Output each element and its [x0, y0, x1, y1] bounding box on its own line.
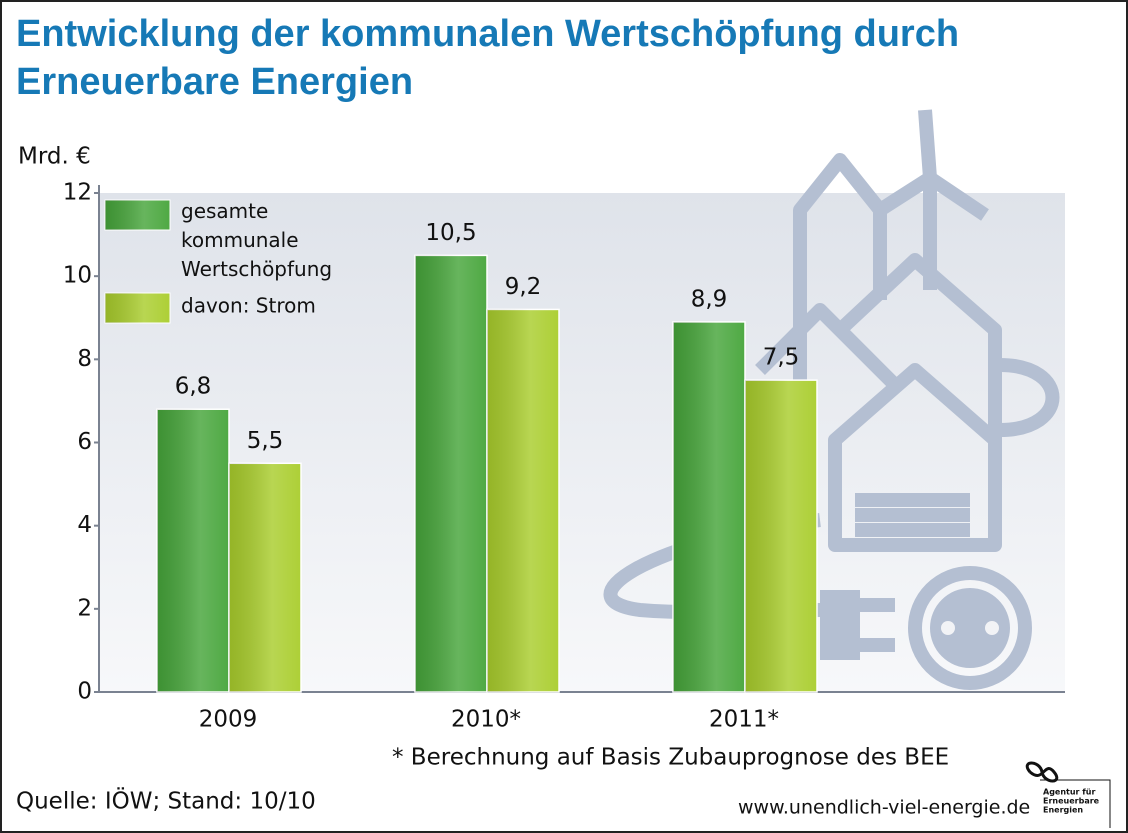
bar-shine: [415, 255, 487, 692]
y-tick-label: 12: [63, 180, 92, 206]
y-tick-label: 8: [77, 346, 92, 372]
bar-shine: [229, 463, 301, 692]
logo-text: Erneuerbare: [1043, 797, 1100, 806]
logo-text: Energien: [1043, 806, 1083, 815]
bar-shine: [673, 321, 745, 692]
logo-text: Agentur für: [1043, 788, 1095, 797]
value-label: 7,5: [763, 345, 800, 371]
logo: [1025, 761, 1111, 828]
value-label: 5,5: [247, 428, 284, 454]
y-unit: Mrd. €: [18, 144, 91, 170]
source: Quelle: IÖW; Stand: 10/10: [16, 787, 316, 815]
bar-shine: [745, 380, 817, 692]
y-tick-label: 0: [77, 679, 92, 705]
legend-label: davon: Strom: [181, 294, 316, 318]
y-tick-label: 4: [77, 512, 92, 538]
value-label: 10,5: [425, 220, 476, 246]
x-tick-label: 2011*: [709, 707, 779, 733]
legend-label: gesamte kommunale Wertschöpfung: [181, 199, 332, 281]
value-label: 8,9: [691, 286, 728, 312]
value-label: 9,2: [505, 274, 542, 300]
url: www.unendlich-viel-energie.de: [738, 797, 1030, 819]
chart-title: Entwicklung der kommunalen Wertschöpfung…: [16, 13, 960, 103]
legend-shine: [105, 200, 170, 230]
bar-shine: [157, 409, 229, 692]
y-tick-label: 2: [77, 595, 92, 621]
x-tick-label: 2009: [199, 707, 258, 733]
y-tick-label: 6: [77, 429, 92, 455]
bar-shine: [487, 309, 559, 692]
legend-shine: [105, 293, 170, 323]
x-tick-label: 2010*: [451, 707, 521, 733]
footnote: * Berechnung auf Basis Zubauprognose des…: [392, 745, 949, 771]
value-label: 6,8: [175, 374, 212, 400]
y-tick-label: 10: [63, 263, 92, 289]
